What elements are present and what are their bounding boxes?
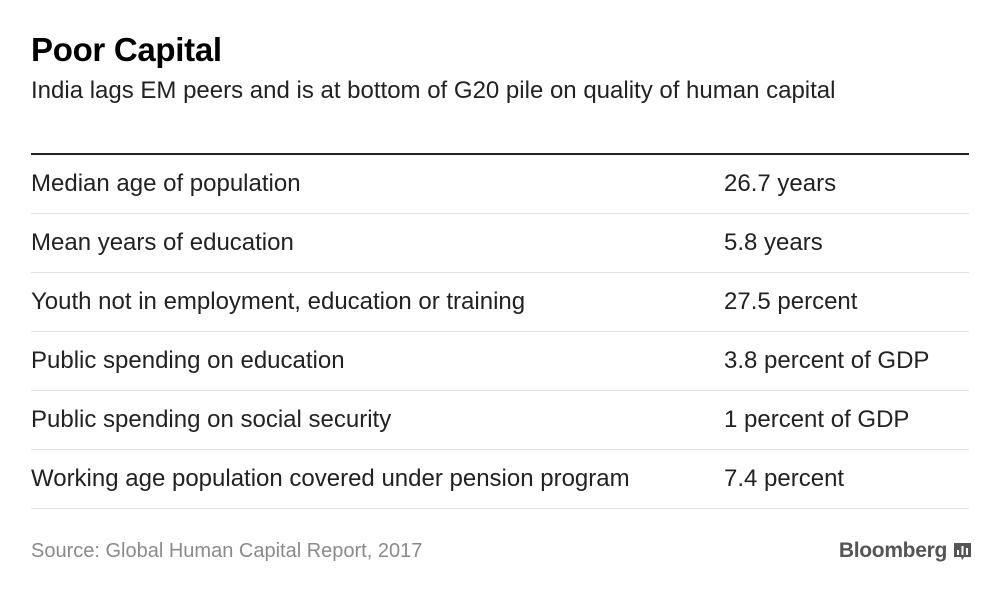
data-table: Median age of population 26.7 years Mean… <box>31 153 969 509</box>
row-value: 7.4 percent <box>724 465 845 492</box>
row-value: 26.7 years <box>724 170 837 197</box>
table-row: Youth not in employment, education or tr… <box>31 273 969 332</box>
row-label: Working age population covered under pen… <box>31 465 630 492</box>
row-label: Public spending on social security <box>31 406 392 433</box>
brand-logo: Bloomberg <box>839 537 972 565</box>
row-value: 5.8 years <box>724 229 823 256</box>
row-value: 3.8 percent of GDP <box>724 347 930 374</box>
table-row: Public spending on education 3.8 percent… <box>31 332 969 391</box>
row-label: Youth not in employment, education or tr… <box>31 288 526 315</box>
chart-title: Poor Capital <box>31 31 222 68</box>
table-row: Mean years of education 5.8 years <box>31 214 969 273</box>
row-label: Mean years of education <box>31 229 294 256</box>
row-label: Median age of population <box>31 170 301 197</box>
row-label: Public spending on education <box>31 347 345 374</box>
row-value: 1 percent of GDP <box>724 406 910 433</box>
chart-subtitle: India lags EM peers and is at bottom of … <box>31 77 836 104</box>
brand-name: Bloomberg <box>838 539 947 562</box>
table-row: Public spending on social security 1 per… <box>31 391 969 450</box>
table-row: Working age population covered under pen… <box>31 450 969 509</box>
source-note: Source: Global Human Capital Report, 201… <box>31 540 423 562</box>
bloomberg-chart-icon <box>953 542 972 561</box>
table-row: Median age of population 26.7 years <box>31 155 969 214</box>
row-value: 27.5 percent <box>724 288 858 315</box>
